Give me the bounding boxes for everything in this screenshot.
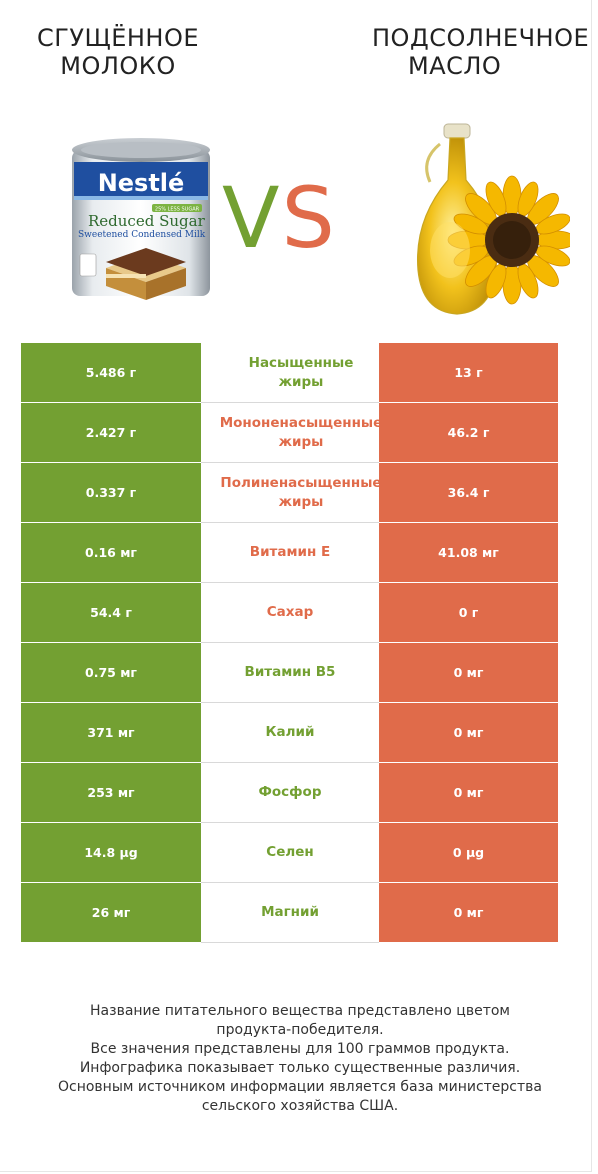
- nutrient-label: Витамин B5: [244, 664, 336, 680]
- versus-s: S: [281, 169, 337, 267]
- left-value: 54.4 г: [21, 583, 201, 642]
- right-value: 46.2 г: [379, 403, 558, 462]
- nutrient-label: Мононенасыщенные жиры: [201, 403, 401, 462]
- right-value: 13 г: [379, 343, 558, 402]
- footer-line: Инфографика показывает только существенн…: [79, 1060, 521, 1076]
- row-divider: [201, 462, 379, 463]
- comparison-table: 5.486 г Насыщенные жиры 13 г 2.427 г Мононена…: [21, 343, 558, 943]
- nutrient-label-line1: Мононенасыщенные: [219, 414, 383, 431]
- nutrient-label: Селен: [266, 844, 314, 860]
- table-row: 253 мг Фосфор 0 мг: [21, 763, 558, 823]
- row-divider: [201, 402, 379, 403]
- left-product-title-line1: СГУЩЁННОЕ: [36, 24, 200, 52]
- nutrient-label-line1: Насыщенные: [248, 354, 354, 371]
- can-product-desc: Sweetened Condensed Milk: [78, 230, 206, 240]
- nutrient-label: Калий: [265, 724, 315, 740]
- right-value: 41.08 мг: [379, 523, 558, 582]
- row-divider: [201, 642, 379, 643]
- right-value: 0 µg: [379, 823, 558, 882]
- table-row: 0.75 мг Витамин B5 0 мг: [21, 643, 558, 703]
- footer-line: Название питательного вещества представл…: [90, 1003, 510, 1019]
- nutrient-label: Фосфор: [258, 784, 322, 800]
- footer-line: продукта-победителя.: [216, 1022, 384, 1038]
- left-product-title-line2: МОЛОКО: [60, 52, 176, 80]
- left-value: 5.486 г: [21, 343, 201, 402]
- left-value: 0.337 г: [21, 463, 201, 522]
- can-product-name: Reduced Sugar: [88, 212, 206, 230]
- row-divider: [201, 522, 379, 523]
- nutrient-label: Магний: [261, 904, 319, 920]
- versus-label: VS: [222, 168, 337, 268]
- table-row: 26 мг Магний 0 мг: [21, 883, 558, 943]
- nutrient-label: Сахар: [266, 604, 314, 620]
- footer-notes: Название питательного вещества представл…: [20, 1002, 580, 1116]
- table-row: 371 мг Калий 0 мг: [21, 703, 558, 763]
- footer-line: сельского хозяйства США.: [201, 1098, 399, 1114]
- left-value: 14.8 µg: [21, 823, 201, 882]
- right-product-title: ПОДСОЛНЕЧНОЕ МАСЛО: [372, 24, 598, 80]
- nutrient-label: Витамин E: [249, 544, 331, 560]
- right-value: 0 мг: [379, 643, 558, 702]
- right-product-title-line1: ПОДСОЛНЕЧНОЕ: [372, 24, 590, 52]
- nutrient-label: Полиненасыщенные жиры: [201, 463, 401, 522]
- row-divider: [201, 882, 379, 883]
- left-value: 26 мг: [21, 883, 201, 942]
- table-row: 0.337 г Полиненасыщенные жиры 36.4 г: [21, 463, 558, 523]
- row-divider: [201, 822, 379, 823]
- nutrient-label-line2: жиры: [278, 493, 324, 510]
- left-value: 0.16 мг: [21, 523, 201, 582]
- right-value: 0 мг: [379, 883, 558, 942]
- right-value: 36.4 г: [379, 463, 558, 522]
- nutrient-label-line2: жиры: [278, 373, 324, 390]
- can-badge-text: 25% LESS SUGAR: [155, 207, 200, 213]
- table-row: 14.8 µg Селен 0 µg: [21, 823, 558, 883]
- table-row: 5.486 г Насыщенные жиры 13 г: [21, 343, 558, 403]
- right-value: 0 мг: [379, 763, 558, 822]
- sunflower-oil-bottle-image: [416, 123, 570, 315]
- row-divider: [201, 702, 379, 703]
- row-divider: [201, 582, 379, 583]
- right-value: 0 г: [379, 583, 558, 642]
- left-product-title: СГУЩЁННОЕ МОЛОКО: [18, 24, 218, 80]
- right-product-title-line2: МАСЛО: [408, 52, 502, 80]
- left-value: 371 мг: [21, 703, 201, 762]
- left-value: 0.75 мг: [21, 643, 201, 702]
- footer-line: Основным источником информации является …: [58, 1079, 542, 1095]
- table-row: 0.16 мг Витамин E 41.08 мг: [21, 523, 558, 583]
- nutrient-label: Насыщенные жиры: [201, 343, 401, 402]
- footer-line: Все значения представлены для 100 граммо…: [90, 1041, 510, 1057]
- right-value: 0 мг: [379, 703, 558, 762]
- table-row: 54.4 г Сахар 0 г: [21, 583, 558, 643]
- versus-v: V: [222, 169, 282, 267]
- nutrient-label-line1: Полиненасыщенные: [220, 474, 382, 491]
- table-row: 2.427 г Мононенасыщенные жиры 46.2 г: [21, 403, 558, 463]
- can-brand-text: Nestlé: [98, 169, 185, 197]
- row-divider: [201, 762, 379, 763]
- nutrient-label-line2: жиры: [278, 433, 324, 450]
- left-value: 2.427 г: [21, 403, 201, 462]
- row-divider: [201, 942, 379, 943]
- left-value: 253 мг: [21, 763, 201, 822]
- condensed-milk-can-image: Nestlé 25% LESS SUGAR Reduced Sugar Swee…: [72, 138, 210, 300]
